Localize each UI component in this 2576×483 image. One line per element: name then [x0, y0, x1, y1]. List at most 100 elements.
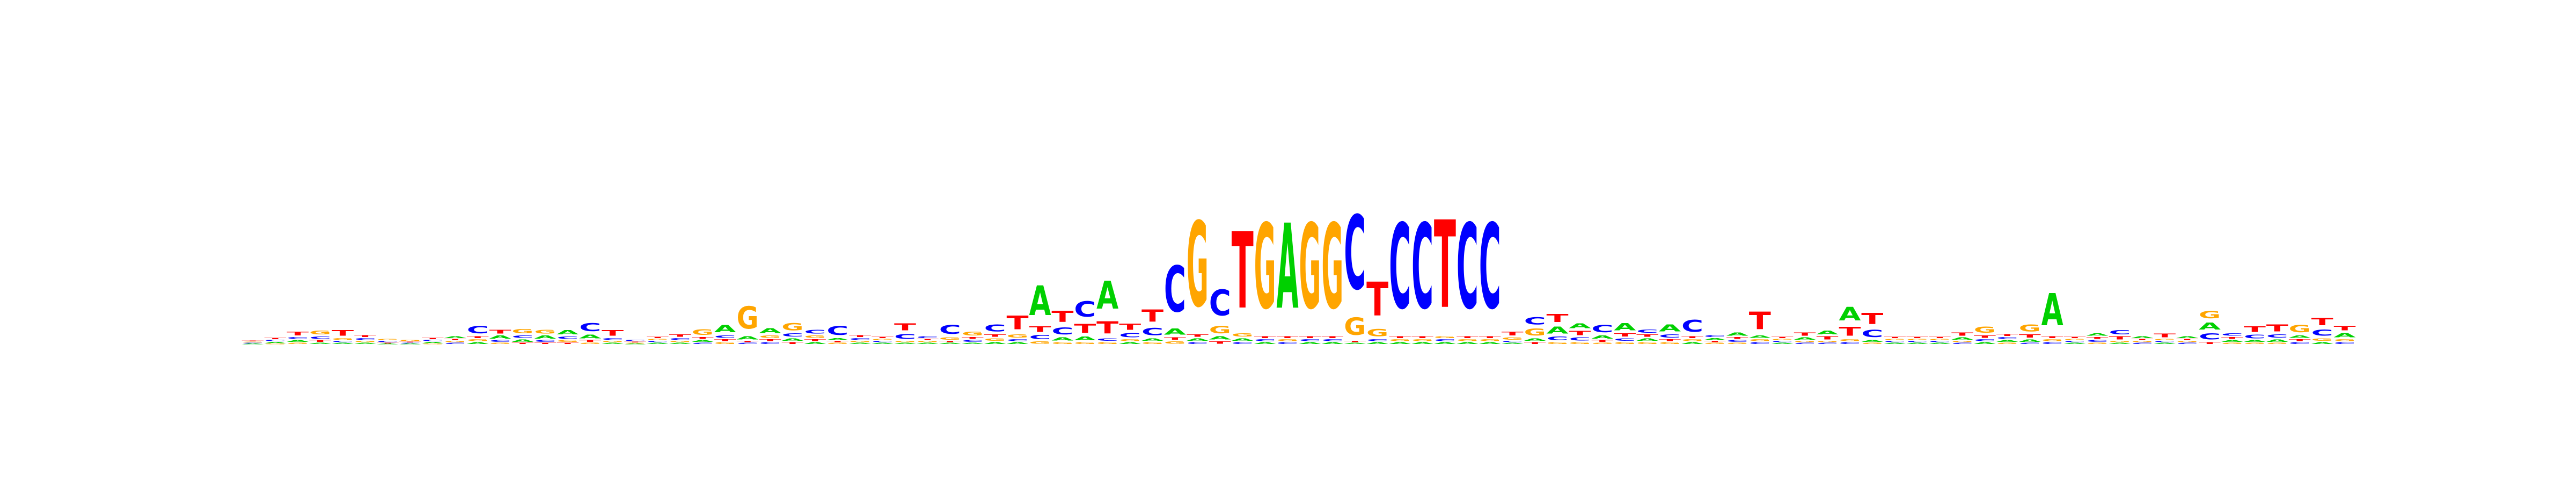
logo-letter-C-pos-7: C	[377, 341, 399, 343]
logo-letter-T-pos-4: T	[309, 340, 331, 343]
logo-letter-A-pos-54: A	[1434, 341, 1456, 345]
logo-letter-C-pos-11: C	[467, 324, 489, 335]
logo-letter-C-pos-46: C	[1254, 339, 1276, 341]
logo-letter-A-pos-64: A	[1659, 323, 1681, 334]
logo-letter-G-pos-94: G	[2334, 339, 2356, 341]
logo-letter-G-pos-66: G	[1704, 342, 1726, 345]
logo-letter-C-pos-56: C	[1479, 200, 1501, 335]
logo-letter-A-pos-37: A	[1051, 336, 1074, 341]
logo-letter-A-pos-61: A	[1591, 335, 1614, 340]
logo-letter-C-pos-26: C	[804, 329, 826, 335]
logo-letter-T-pos-38: T	[1074, 322, 1096, 336]
logo-letter-T-pos-50: T	[1344, 341, 1366, 343]
logo-letter-C-pos-64: C	[1659, 334, 1681, 339]
logo-letter-G-pos-45: G	[1232, 333, 1254, 338]
logo-letter-T-pos-21: T	[692, 336, 714, 340]
logo-letter-T-pos-31: T	[917, 339, 939, 341]
logo-letter-T-pos-11: T	[467, 335, 489, 339]
logo-letter-T-pos-53: T	[1411, 335, 1433, 339]
logo-letter-G-pos-23: G	[737, 300, 759, 336]
logo-letter-T-pos-44: T	[1209, 341, 1231, 345]
logo-letter-T-pos-84: T	[2109, 336, 2131, 341]
logo-letter-A-pos-53: A	[1411, 341, 1433, 345]
logo-letter-C-pos-92: C	[2289, 342, 2311, 345]
logo-letter-C-pos-20: C	[669, 338, 691, 340]
logo-letter-A-pos-92: A	[2289, 335, 2311, 339]
logo-letter-A-pos-70: A	[1794, 336, 1817, 340]
logo-letter-T-pos-29: T	[872, 336, 894, 339]
logo-letter-C-pos-91: C	[2266, 334, 2288, 339]
logo-letter-A-pos-67: A	[1726, 332, 1749, 336]
logo-letter-A-pos-3: A	[287, 340, 309, 343]
logo-letter-T-pos-10: T	[444, 339, 466, 341]
logo-letter-T-pos-9: T	[422, 338, 444, 340]
logo-letter-C-pos-88: C	[2199, 332, 2221, 341]
logo-letter-T-pos-25: T	[781, 342, 803, 345]
logo-letter-C-pos-77: C	[1951, 342, 1973, 345]
logo-letter-A-pos-75: A	[1906, 342, 1928, 345]
logo-letter-A-pos-48: A	[1299, 341, 1321, 345]
logo-letter-A-pos-40: A	[1119, 341, 1141, 345]
logo-letter-G-pos-74: G	[1884, 339, 1906, 341]
logo-letter-T-pos-40: T	[1119, 322, 1141, 332]
logo-letter-T-pos-89: T	[2221, 336, 2243, 340]
logo-letter-C-pos-93: C	[2311, 328, 2333, 338]
logo-letter-A-pos-17: A	[602, 342, 624, 345]
logo-letter-C-pos-94: C	[2334, 342, 2356, 345]
logo-letter-G-pos-38: G	[1074, 342, 1096, 345]
logo-letter-C-pos-28: C	[849, 338, 871, 340]
logo-letter-T-pos-18: T	[624, 341, 646, 342]
logo-letter-A-pos-16: A	[579, 334, 602, 340]
logo-letter-G-pos-89: G	[2221, 342, 2243, 345]
logo-letter-T-pos-51: T	[1366, 273, 1388, 327]
logo-letter-G-pos-19: G	[647, 339, 669, 341]
logo-letter-G-pos-42: G	[1164, 341, 1186, 345]
logo-letter-G-pos-20: G	[669, 341, 691, 343]
logo-letter-G-pos-36: G	[1029, 341, 1051, 345]
logo-letter-T-pos-27: T	[826, 341, 848, 343]
logo-letter-T-pos-63: T	[1636, 334, 1658, 338]
logo-letter-G-pos-3: G	[287, 342, 309, 345]
logo-letter-C-pos-71: C	[1816, 342, 1838, 345]
logo-letter-G-pos-93: G	[2311, 338, 2333, 341]
logo-letter-G-pos-24: G	[759, 335, 781, 339]
logo-letter-G-pos-7: G	[377, 339, 399, 341]
logo-letter-C-pos-33: C	[962, 340, 984, 342]
logo-letter-A-pos-32: A	[939, 342, 961, 345]
logo-letter-A-pos-50: A	[1344, 342, 1366, 345]
logo-letter-G-pos-44: G	[1209, 324, 1231, 335]
logo-letter-T-pos-93: T	[2311, 316, 2334, 328]
logo-letter-T-pos-24: T	[759, 339, 781, 342]
logo-letter-G-pos-35: G	[1007, 334, 1029, 339]
logo-letter-A-pos-78: A	[1974, 341, 1996, 345]
logo-letter-T-pos-1: T	[241, 341, 264, 342]
logo-letter-C-pos-39: C	[1096, 338, 1118, 341]
logo-letter-G-pos-12: G	[489, 342, 511, 345]
logo-letter-G-pos-88: G	[2199, 309, 2221, 321]
logo-letter-A-pos-63: A	[1636, 338, 1659, 341]
logo-letter-A-pos-31: A	[917, 342, 939, 345]
logo-letter-C-pos-2: C	[264, 340, 286, 342]
logo-letter-C-pos-3: C	[287, 336, 309, 339]
logo-letter-T-pos-76: T	[1929, 336, 1951, 339]
logo-letter-G-pos-83: G	[2086, 342, 2108, 345]
logo-letter-A-pos-66: A	[1704, 338, 1726, 341]
logo-letter-A-pos-27: A	[826, 338, 848, 341]
logo-letter-A-pos-71: A	[1816, 330, 1839, 335]
logo-letter-C-pos-1: C	[241, 342, 264, 343]
logo-letter-T-pos-73: T	[1861, 310, 1883, 328]
logo-letter-G-pos-55: G	[1457, 339, 1479, 341]
logo-letter-T-pos-20: T	[669, 334, 691, 338]
logo-letter-C-pos-84: C	[2109, 329, 2131, 336]
logo-letter-A-pos-55: A	[1457, 341, 1479, 345]
logo-letter-A-pos-12: A	[489, 335, 511, 340]
logo-letter-A-pos-46: A	[1254, 341, 1276, 345]
logo-letter-C-pos-23: C	[737, 342, 759, 345]
logo-letter-C-pos-60: C	[1569, 336, 1591, 341]
logo-letter-A-pos-21: A	[692, 340, 714, 343]
logo-letter-G-pos-17: G	[602, 341, 624, 343]
logo-letter-G-pos-82: G	[2064, 339, 2086, 341]
logo-letter-G-pos-72: G	[1839, 339, 1861, 341]
logo-letter-C-pos-45: C	[1232, 342, 1254, 345]
logo-letter-C-pos-82: C	[2064, 341, 2086, 343]
